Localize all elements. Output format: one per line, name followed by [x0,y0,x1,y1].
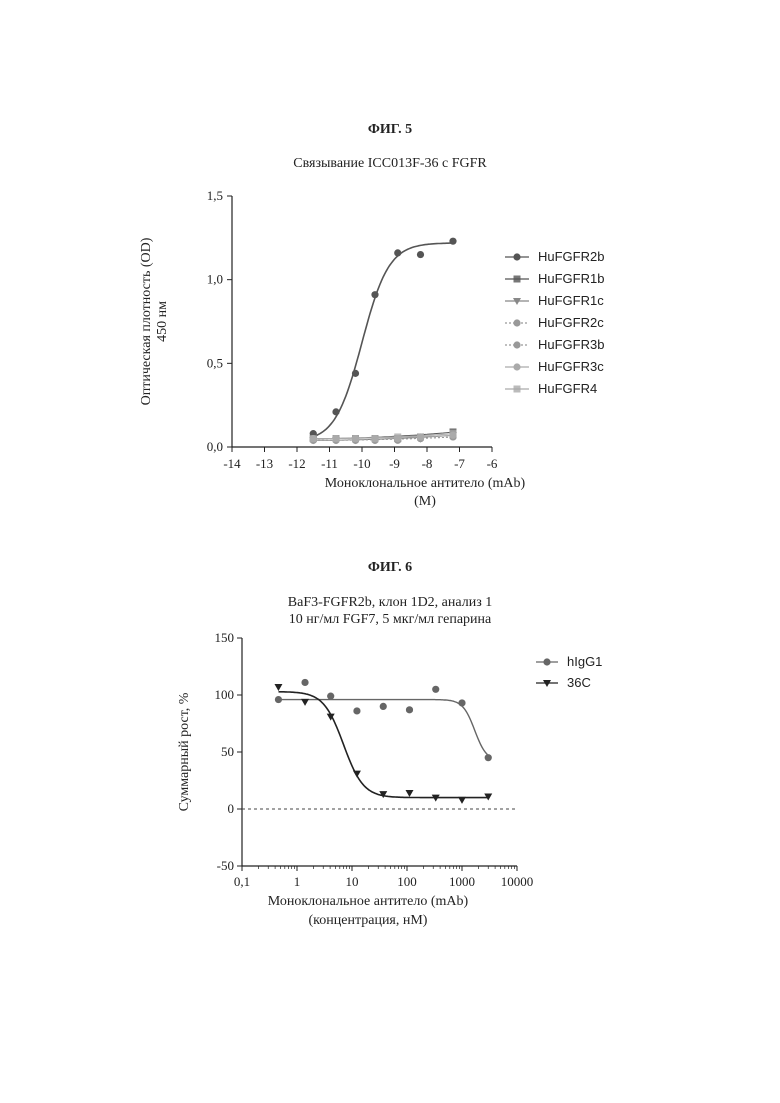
data-point-HuFGFR4 [450,430,457,437]
y-tick-label: 0,5 [207,355,223,370]
legend-marker-HuFGFR2c [513,319,520,326]
y-tick-label: 1,0 [207,272,223,287]
y-axis-label-line1: Оптическая плотность (OD) [139,237,154,405]
x-axis-label-line2: (концентрация, нМ) [309,913,428,928]
data-point-hIgG1 [406,706,413,713]
data-point-36C [405,790,413,797]
data-point-HuFGFR4 [310,435,317,442]
y-tick-label: 1,5 [207,188,223,203]
data-point-hIgG1 [275,696,282,703]
legend-label-HuFGFR1c: HuFGFR1c [538,293,604,308]
x-tick-label: -14 [223,456,241,471]
data-point-hIgG1 [458,699,465,706]
x-tick-label: 1 [294,874,301,889]
x-tick-label: -12 [288,456,305,471]
legend-marker-HuFGFR2b [513,253,520,260]
data-point-hIgG1 [327,693,334,700]
x-tick-label: 10 [346,874,359,889]
x-tick-label: -11 [321,456,338,471]
data-point-36C [458,797,466,804]
fit-curve-HuFGFR2b [310,243,453,438]
data-point-HuFGFR2b [394,249,401,256]
legend-label-HuFGFR2c: HuFGFR2c [538,315,604,330]
data-point-HuFGFR4 [352,435,359,442]
chart-fig5: 0,0 0,5 1,0 1,5 -14 -13 -12 -11 -10 -9 -8 -7 -6 Оптич… [139,188,604,509]
legend-label-36C: 36C [567,675,591,690]
x-tick-label: 100 [397,874,417,889]
x-tick-label: -9 [389,456,400,471]
data-point-36C [274,684,282,691]
y-tick-label: 50 [221,744,234,759]
y-tick-label: 0,0 [207,439,223,454]
x-tick-label: 0,1 [234,874,250,889]
x-tick-label: -6 [487,456,498,471]
data-point-HuFGFR4 [417,433,424,440]
y-tick-label: 100 [215,687,235,702]
legend-label-HuFGFR3b: HuFGFR3b [538,337,604,352]
data-point-hIgG1 [353,707,360,714]
legend-label-HuFGFR3c: HuFGFR3c [538,359,604,374]
data-point-hIgG1 [432,686,439,693]
legend-label-HuFGFR2b: HuFGFR2b [538,249,604,264]
y-tick-label: -50 [217,858,234,873]
legend-label-HuFGFR1b: HuFGFR1b [538,271,604,286]
data-point-HuFGFR2b [332,408,339,415]
legend-label-HuFGFR4: HuFGFR4 [538,381,597,396]
legend-marker-HuFGFR1b [514,276,521,283]
data-point-HuFGFR2b [417,251,424,258]
x-tick-label: 1000 [449,874,475,889]
chart-fig6: -50 0 50 100 150 0,1 1 10 100 1000 10000 Суммарный … [177,630,602,928]
data-point-HuFGFR4 [372,435,379,442]
x-axis-label-line1: Моноклональное антитело (mAb) [268,894,469,909]
data-point-HuFGFR4 [333,435,340,442]
legend-marker-hIgG1 [543,658,550,665]
x-axis-label-line1: Моноклональное антитело (mAb) [325,476,526,491]
x-tick-label: -13 [256,456,273,471]
legend-label-hIgG1: hIgG1 [567,654,602,669]
data-point-36C [353,771,361,778]
data-point-hIgG1 [485,754,492,761]
series-HuFGFR2b [310,238,457,438]
y-tick-label: 150 [215,630,235,645]
data-point-36C [301,699,309,706]
y-axis-label-line2: 450 нм [155,301,170,342]
x-axis-label-line2: (M) [414,494,436,509]
x-tick-label: -8 [422,456,433,471]
y-axis-label: Суммарный рост, % [177,692,192,811]
legend-marker-HuFGFR4 [514,386,521,393]
legend-marker-HuFGFR3b [513,341,520,348]
data-point-HuFGFR4 [394,433,401,440]
data-point-hIgG1 [301,679,308,686]
y-tick-label: 0 [228,801,235,816]
data-point-hIgG1 [380,703,387,710]
data-point-HuFGFR2b [352,370,359,377]
x-tick-label: -10 [353,456,370,471]
legend-marker-HuFGFR3c [513,363,520,370]
data-point-HuFGFR2b [449,238,456,245]
x-tick-label: -7 [454,456,465,471]
x-tick-label: 10000 [501,874,534,889]
data-point-HuFGFR2b [371,291,378,298]
